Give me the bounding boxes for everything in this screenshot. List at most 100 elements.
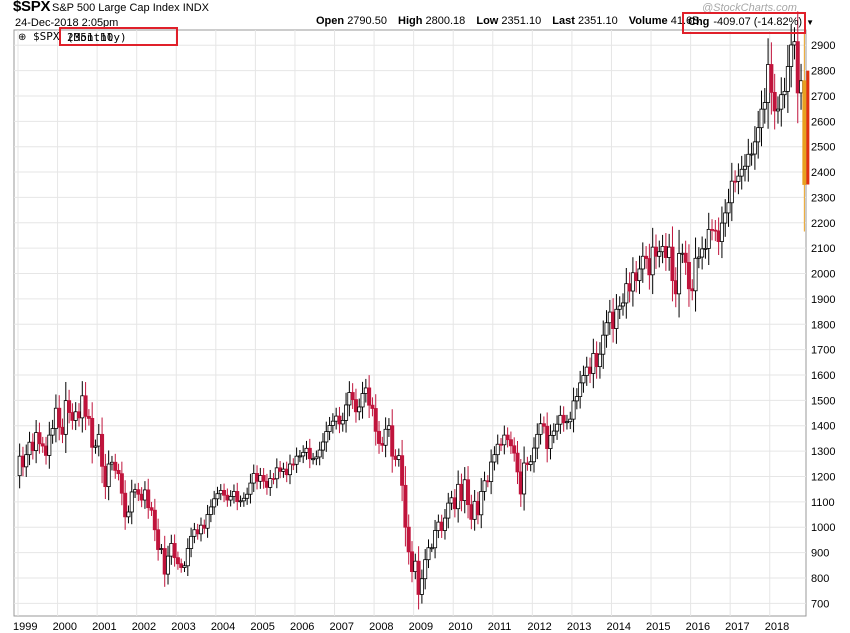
candle-body xyxy=(756,127,761,143)
candle-body xyxy=(535,433,540,449)
candle-body xyxy=(442,517,447,531)
candle-body xyxy=(733,180,738,183)
x-tick-label: 2003 xyxy=(171,621,195,633)
high-value: 2800.18 xyxy=(425,15,466,27)
candle-body xyxy=(337,415,342,425)
candle-body xyxy=(357,406,362,413)
candle-body xyxy=(545,425,550,449)
candle-body xyxy=(241,497,246,502)
candle-body xyxy=(156,529,161,550)
candle-body xyxy=(179,563,184,568)
candle-body xyxy=(268,478,273,488)
candle-body xyxy=(525,462,530,465)
chevron-down-icon[interactable]: ▼ xyxy=(806,18,814,27)
x-tick-label: 2018 xyxy=(765,621,789,633)
candle-body xyxy=(650,246,655,276)
candle-body xyxy=(152,509,157,531)
candle-body xyxy=(162,548,167,575)
candle-body xyxy=(297,455,302,458)
candle-body xyxy=(466,479,471,506)
candle-body xyxy=(169,543,174,557)
x-tick-label: 2006 xyxy=(290,621,314,633)
candle-body xyxy=(215,493,220,500)
y-tick-label: 1800 xyxy=(811,319,835,331)
y-tick-label: 700 xyxy=(811,598,829,610)
candle-body xyxy=(238,500,243,503)
candle-body xyxy=(452,497,457,510)
candle-body xyxy=(499,443,504,446)
candle-body xyxy=(426,547,431,561)
candle-body xyxy=(578,382,583,397)
y-tick-label: 2300 xyxy=(811,192,835,204)
candle-body xyxy=(390,425,395,457)
candle-body xyxy=(518,471,523,495)
candle-body xyxy=(255,473,260,482)
candle-body xyxy=(327,425,332,432)
candle-body xyxy=(20,455,25,468)
candle-body xyxy=(703,248,708,250)
candle-body xyxy=(799,80,804,94)
y-tick-label: 2500 xyxy=(811,142,835,154)
candle-body xyxy=(670,246,675,282)
candle-body xyxy=(149,507,154,511)
candle-body xyxy=(541,423,546,427)
candle-body xyxy=(472,500,477,520)
y-tick-label: 2700 xyxy=(811,91,835,103)
y-tick-label: 1300 xyxy=(811,446,835,458)
x-tick-label: 2017 xyxy=(725,621,749,633)
y-tick-label: 1700 xyxy=(811,345,835,357)
candle-body xyxy=(67,400,72,413)
period-highlight-box: (Monthly) 2351.10 xyxy=(59,27,178,46)
candle-body xyxy=(446,502,451,519)
candle-body xyxy=(508,439,513,447)
y-tick-label: 1100 xyxy=(811,497,835,509)
candle-body xyxy=(729,180,734,204)
candle-body xyxy=(278,467,283,472)
y-tick-label: 2600 xyxy=(811,116,835,128)
candle-body xyxy=(561,414,566,424)
candle-body xyxy=(782,90,787,96)
candle-body xyxy=(113,461,118,471)
candle-body xyxy=(396,455,401,460)
candle-body xyxy=(495,443,500,456)
y-tick-label: 1900 xyxy=(811,294,835,306)
legend-symbol: $SPX xyxy=(33,30,60,43)
candle-body xyxy=(96,433,101,447)
candle-body xyxy=(736,175,741,182)
candle-body xyxy=(700,248,705,258)
candle-body xyxy=(142,489,147,501)
candle-body xyxy=(198,524,203,535)
candle-body xyxy=(360,393,365,408)
candle-body xyxy=(24,454,29,468)
x-tick-label: 2014 xyxy=(606,621,630,633)
candle-body xyxy=(258,475,263,482)
candle-body xyxy=(667,246,672,258)
chart-date: 24-Dec-2018 2:05pm xyxy=(15,17,119,29)
candle-body xyxy=(294,455,299,465)
y-tick-label: 2400 xyxy=(811,167,835,179)
candle-body xyxy=(621,302,626,307)
candle-body xyxy=(594,353,599,368)
y-tick-label: 1000 xyxy=(811,522,835,534)
candle-body xyxy=(222,490,227,496)
candle-body xyxy=(70,412,75,421)
stockcharts-watermark: @StockCharts.com xyxy=(702,2,797,14)
x-tick-label: 2007 xyxy=(330,621,354,633)
candle-body xyxy=(172,543,177,559)
low-value: 2351.10 xyxy=(501,15,542,27)
candle-body xyxy=(604,322,609,336)
candle-body xyxy=(759,108,764,129)
candle-body xyxy=(367,387,372,406)
candle-body xyxy=(44,445,49,456)
candle-body xyxy=(528,461,533,465)
candle-body xyxy=(779,94,784,110)
candle-body xyxy=(202,524,207,529)
candle-body xyxy=(627,283,632,292)
candle-body xyxy=(634,272,639,282)
x-tick-label: 2015 xyxy=(646,621,670,633)
candle-body xyxy=(489,461,494,482)
candle-body xyxy=(433,530,438,549)
candle-body xyxy=(789,44,794,67)
candle-body xyxy=(456,483,461,510)
